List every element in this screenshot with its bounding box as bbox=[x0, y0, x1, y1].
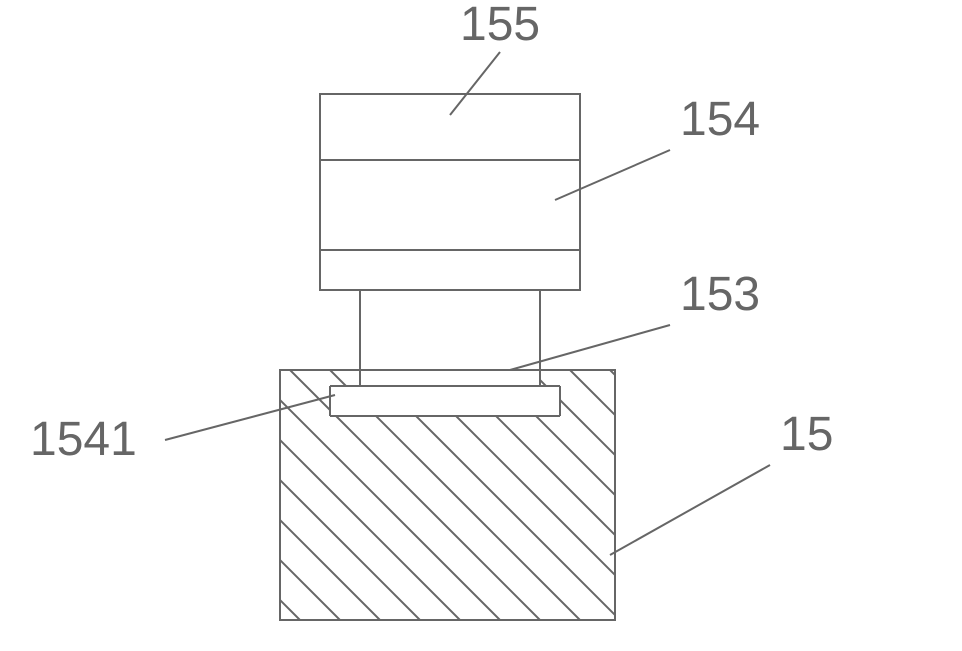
label-153: 153 bbox=[680, 268, 760, 321]
label-15: 15 bbox=[780, 408, 833, 461]
label-155: 155 bbox=[460, 0, 540, 51]
leader-1541 bbox=[165, 395, 335, 440]
label-154: 154 bbox=[680, 93, 760, 146]
diagram-svg: 155 154 153 15 1541 bbox=[0, 0, 962, 651]
cavity-white bbox=[330, 386, 560, 416]
cap-155 bbox=[320, 94, 580, 160]
leader-15 bbox=[610, 465, 770, 555]
flange bbox=[320, 250, 580, 290]
upper-assembly bbox=[320, 94, 580, 290]
body-154 bbox=[320, 160, 580, 250]
label-1541: 1541 bbox=[30, 413, 137, 466]
